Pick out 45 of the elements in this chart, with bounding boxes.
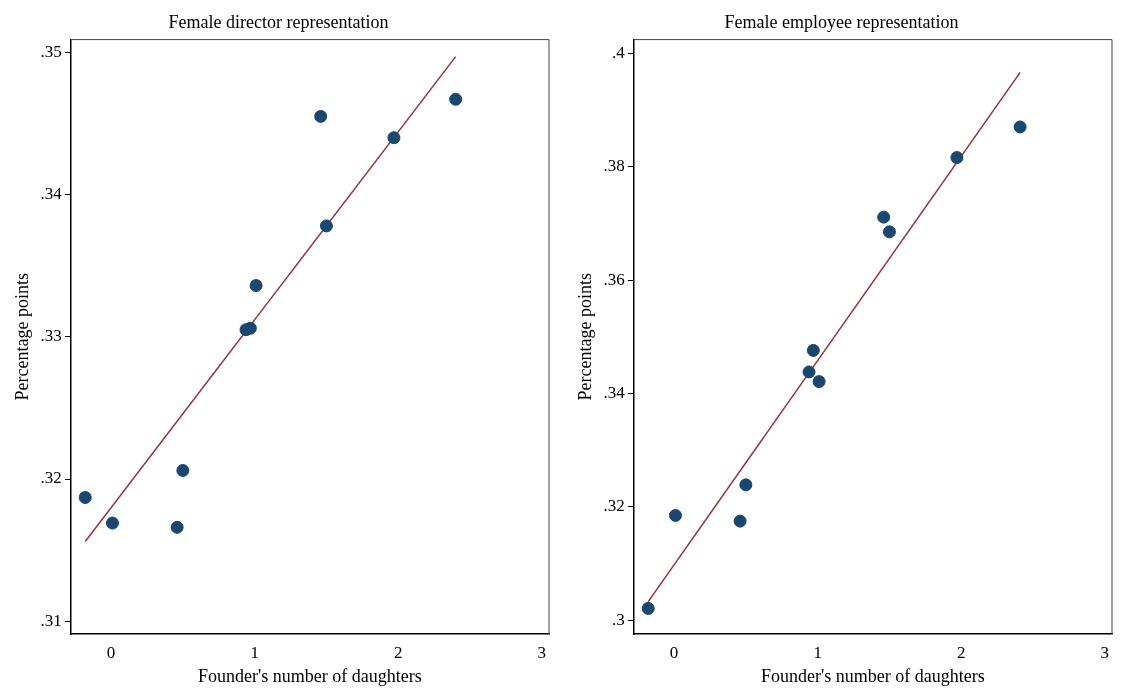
y-tick-label: .35	[40, 41, 62, 61]
y-tick-label: .36	[603, 269, 625, 289]
y-tick-label: .34	[603, 382, 626, 402]
y-axis-title: Percentage points	[574, 273, 595, 401]
x-tick-label: 1	[250, 642, 259, 662]
point	[877, 210, 891, 224]
point	[319, 219, 333, 233]
y-tick-label: .33	[40, 326, 62, 346]
y-tick-label: .32	[603, 496, 625, 516]
x-tick-label: 2	[393, 642, 403, 662]
point	[812, 375, 826, 389]
y-tick-label: .34	[40, 184, 63, 204]
y-tick-label: .31	[40, 610, 62, 630]
point	[449, 92, 463, 106]
point	[249, 279, 263, 293]
y-tick-label: .38	[603, 156, 625, 176]
point	[314, 109, 328, 123]
point	[1013, 120, 1027, 134]
point	[387, 131, 401, 145]
x-tick-label: 0	[106, 642, 116, 662]
point	[170, 520, 184, 534]
point	[806, 343, 820, 357]
chart-title: Female director representation	[168, 11, 389, 32]
x-tick-label: 3	[537, 642, 547, 662]
point	[950, 151, 964, 165]
point	[733, 514, 747, 528]
point	[641, 601, 655, 615]
chart-title: Female employee representation	[724, 11, 959, 32]
x-tick-label: 3	[1100, 642, 1110, 662]
x-tick-label: 0	[669, 642, 679, 662]
x-tick-label: 1	[813, 642, 822, 662]
point	[176, 463, 190, 477]
point	[739, 478, 753, 492]
point	[78, 490, 92, 504]
point	[882, 225, 896, 239]
y-tick-label: .3	[612, 609, 625, 629]
y-tick-label: .4	[612, 42, 626, 62]
y-axis-title: Percentage points	[11, 273, 32, 401]
y-tick-label: .32	[40, 468, 62, 488]
point	[802, 365, 816, 379]
point	[105, 516, 119, 530]
x-tick-label: 2	[956, 642, 966, 662]
x-axis-title: Founder's number of daughters	[761, 665, 985, 686]
x-axis-title: Founder's number of daughters	[198, 665, 422, 686]
point	[668, 508, 682, 522]
